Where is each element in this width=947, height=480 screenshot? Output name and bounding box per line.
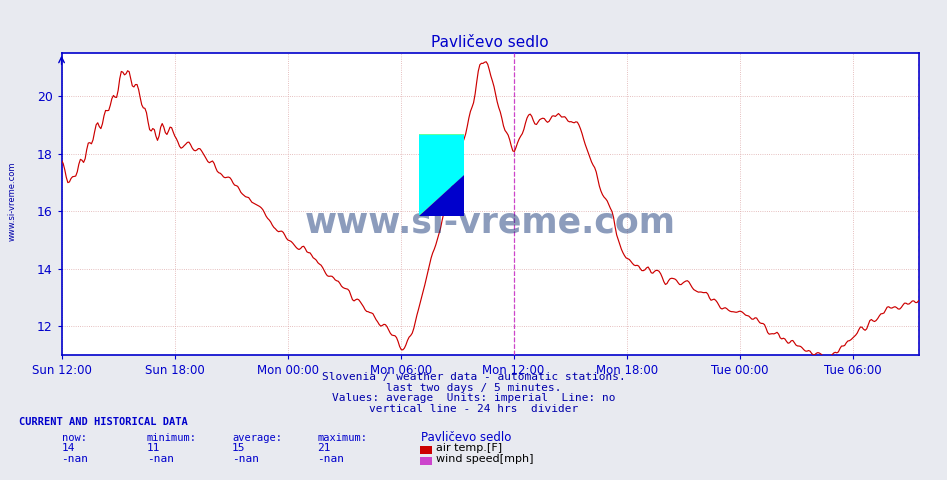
Polygon shape [419, 134, 464, 216]
Text: wind speed[mph]: wind speed[mph] [436, 454, 533, 464]
Text: www.si-vreme.com: www.si-vreme.com [305, 205, 675, 239]
Text: vertical line - 24 hrs  divider: vertical line - 24 hrs divider [369, 404, 578, 414]
Text: minimum:: minimum: [147, 432, 197, 443]
Title: Pavličevo sedlo: Pavličevo sedlo [431, 35, 549, 50]
Text: Values: average  Units: imperial  Line: no: Values: average Units: imperial Line: no [331, 393, 616, 403]
Text: 21: 21 [317, 443, 331, 453]
Text: average:: average: [232, 432, 282, 443]
Text: CURRENT AND HISTORICAL DATA: CURRENT AND HISTORICAL DATA [19, 417, 188, 427]
Text: -nan: -nan [147, 454, 174, 464]
Polygon shape [419, 175, 464, 216]
Text: -nan: -nan [62, 454, 89, 464]
Text: Slovenia / weather data - automatic stations.: Slovenia / weather data - automatic stat… [322, 372, 625, 382]
Text: -nan: -nan [232, 454, 259, 464]
Polygon shape [419, 134, 464, 216]
Text: 15: 15 [232, 443, 245, 453]
Text: now:: now: [62, 432, 86, 443]
Text: last two days / 5 minutes.: last two days / 5 minutes. [385, 383, 562, 393]
Text: Pavličevo sedlo: Pavličevo sedlo [421, 431, 511, 444]
Text: maximum:: maximum: [317, 432, 367, 443]
Text: -nan: -nan [317, 454, 345, 464]
Text: 11: 11 [147, 443, 160, 453]
Text: www.si-vreme.com: www.si-vreme.com [8, 162, 17, 241]
Text: air temp.[F]: air temp.[F] [436, 443, 502, 453]
Text: 14: 14 [62, 443, 75, 453]
